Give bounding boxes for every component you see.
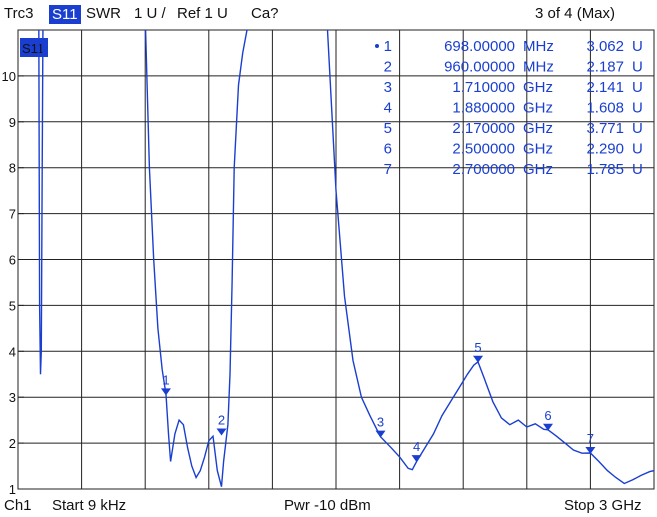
- marker-2-label: 2: [218, 413, 225, 428]
- trace-chip: S11: [22, 41, 44, 56]
- y-tick-label: 8: [9, 161, 16, 176]
- marker-frequency: 1.710000: [452, 79, 515, 96]
- trace-count: 3 of 4 (Max): [535, 5, 616, 22]
- marker-value-unit: U: [632, 120, 643, 137]
- y-tick-label: 7: [9, 207, 16, 222]
- marker-id: 3: [384, 79, 392, 96]
- marker-6-label: 6: [544, 408, 551, 423]
- marker-swr-value: 1.785: [586, 161, 624, 178]
- marker-frequency: 1.880000: [452, 100, 515, 117]
- marker-id: 2: [384, 59, 392, 76]
- trace-name[interactable]: Trc3: [4, 5, 34, 22]
- parameter-badge[interactable]: S11: [49, 5, 81, 24]
- marker-2-triangle[interactable]: [216, 428, 227, 436]
- y-axis-ticks: 1 2 3 4 5 6 7 8 9 10: [2, 69, 24, 497]
- y-tick-label: 4: [9, 344, 16, 359]
- marker-value-unit: U: [632, 38, 643, 55]
- marker-swr-value: 2.141: [586, 79, 624, 96]
- y-tick-label: 10: [2, 69, 16, 84]
- ref-label[interactable]: Ref 1 U: [177, 5, 228, 22]
- grid-lines: [18, 30, 654, 489]
- y-tick-label: 9: [9, 115, 16, 130]
- marker-4-triangle[interactable]: [411, 455, 422, 463]
- y-tick-label: 2: [9, 436, 16, 451]
- marker-swr-value: 2.290: [586, 141, 624, 158]
- marker-3-label: 3: [377, 415, 384, 430]
- s11-trace: [38, 30, 654, 487]
- marker-value-unit: U: [632, 100, 643, 117]
- marker-frequency: 2.170000: [452, 120, 515, 137]
- marker-id: 7: [384, 161, 392, 178]
- trace-line: [38, 30, 654, 487]
- marker-7-triangle[interactable]: [585, 446, 596, 454]
- format-label[interactable]: SWR: [86, 5, 121, 22]
- footer-bar: Ch1 Start 9 kHz Pwr -10 dBm Stop 3 GHz: [0, 494, 657, 517]
- marker-value-unit: U: [632, 141, 643, 158]
- y-tick-label: 3: [9, 390, 16, 405]
- marker-3-triangle[interactable]: [375, 430, 386, 438]
- marker-frequency-unit: MHz: [523, 38, 554, 55]
- marker-id: 1: [384, 38, 392, 55]
- channel-label[interactable]: Ch1: [4, 497, 32, 514]
- scale-label[interactable]: 1 U /: [134, 5, 166, 22]
- marker-1-triangle[interactable]: [160, 388, 171, 396]
- marker-frequency-unit: GHz: [523, 100, 553, 117]
- marker-1-label: 1: [162, 372, 169, 387]
- marker-swr-value: 2.187: [586, 59, 624, 76]
- active-marker-dot: [375, 44, 379, 48]
- marker-frequency-unit: MHz: [523, 59, 554, 76]
- y-tick-label: 6: [9, 253, 16, 268]
- header-bar: Trc3 S11 SWR 1 U / Ref 1 U Ca? 3 of 4 (M…: [0, 0, 657, 28]
- marker-id: 4: [384, 100, 392, 117]
- marker-id: 6: [384, 141, 392, 158]
- cal-label[interactable]: Ca?: [251, 5, 279, 22]
- marker-5-label: 5: [474, 340, 481, 355]
- marker-4-label: 4: [413, 439, 420, 454]
- stop-frequency[interactable]: Stop 3 GHz: [564, 497, 642, 514]
- marker-set[interactable]: 1 2 3 4 5 6 7: [160, 340, 596, 463]
- marker-value-unit: U: [632, 161, 643, 178]
- marker-frequency-unit: GHz: [523, 161, 553, 178]
- marker-frequency: 698.00000: [444, 38, 515, 55]
- marker-frequency-unit: GHz: [523, 79, 553, 96]
- marker-table: 1 698.00000 MHz 3.062 U 2 960.00000 MHz 2.187 U 3 1…: [375, 38, 643, 178]
- marker-value-unit: U: [632, 79, 643, 96]
- marker-frequency: 960.00000: [444, 59, 515, 76]
- marker-frequency-unit: GHz: [523, 120, 553, 137]
- marker-6-triangle[interactable]: [543, 423, 553, 431]
- marker-frequency: 2.500000: [452, 141, 515, 158]
- y-tick-label: 1: [9, 482, 16, 497]
- start-frequency[interactable]: Start 9 kHz: [52, 497, 127, 514]
- marker-swr-value: 3.062: [586, 38, 624, 55]
- marker-frequency-unit: GHz: [523, 141, 553, 158]
- marker-value-unit: U: [632, 59, 643, 76]
- marker-swr-value: 1.608: [586, 100, 624, 117]
- power-level[interactable]: Pwr -10 dBm: [284, 497, 371, 514]
- marker-7-label: 7: [587, 431, 594, 446]
- marker-swr-value: 3.771: [586, 120, 624, 137]
- marker-5-triangle[interactable]: [473, 355, 484, 363]
- marker-frequency: 2.700000: [452, 161, 515, 178]
- y-tick-label: 5: [9, 298, 16, 313]
- marker-id: 5: [384, 120, 392, 137]
- trace-chip-box[interactable]: [20, 38, 48, 57]
